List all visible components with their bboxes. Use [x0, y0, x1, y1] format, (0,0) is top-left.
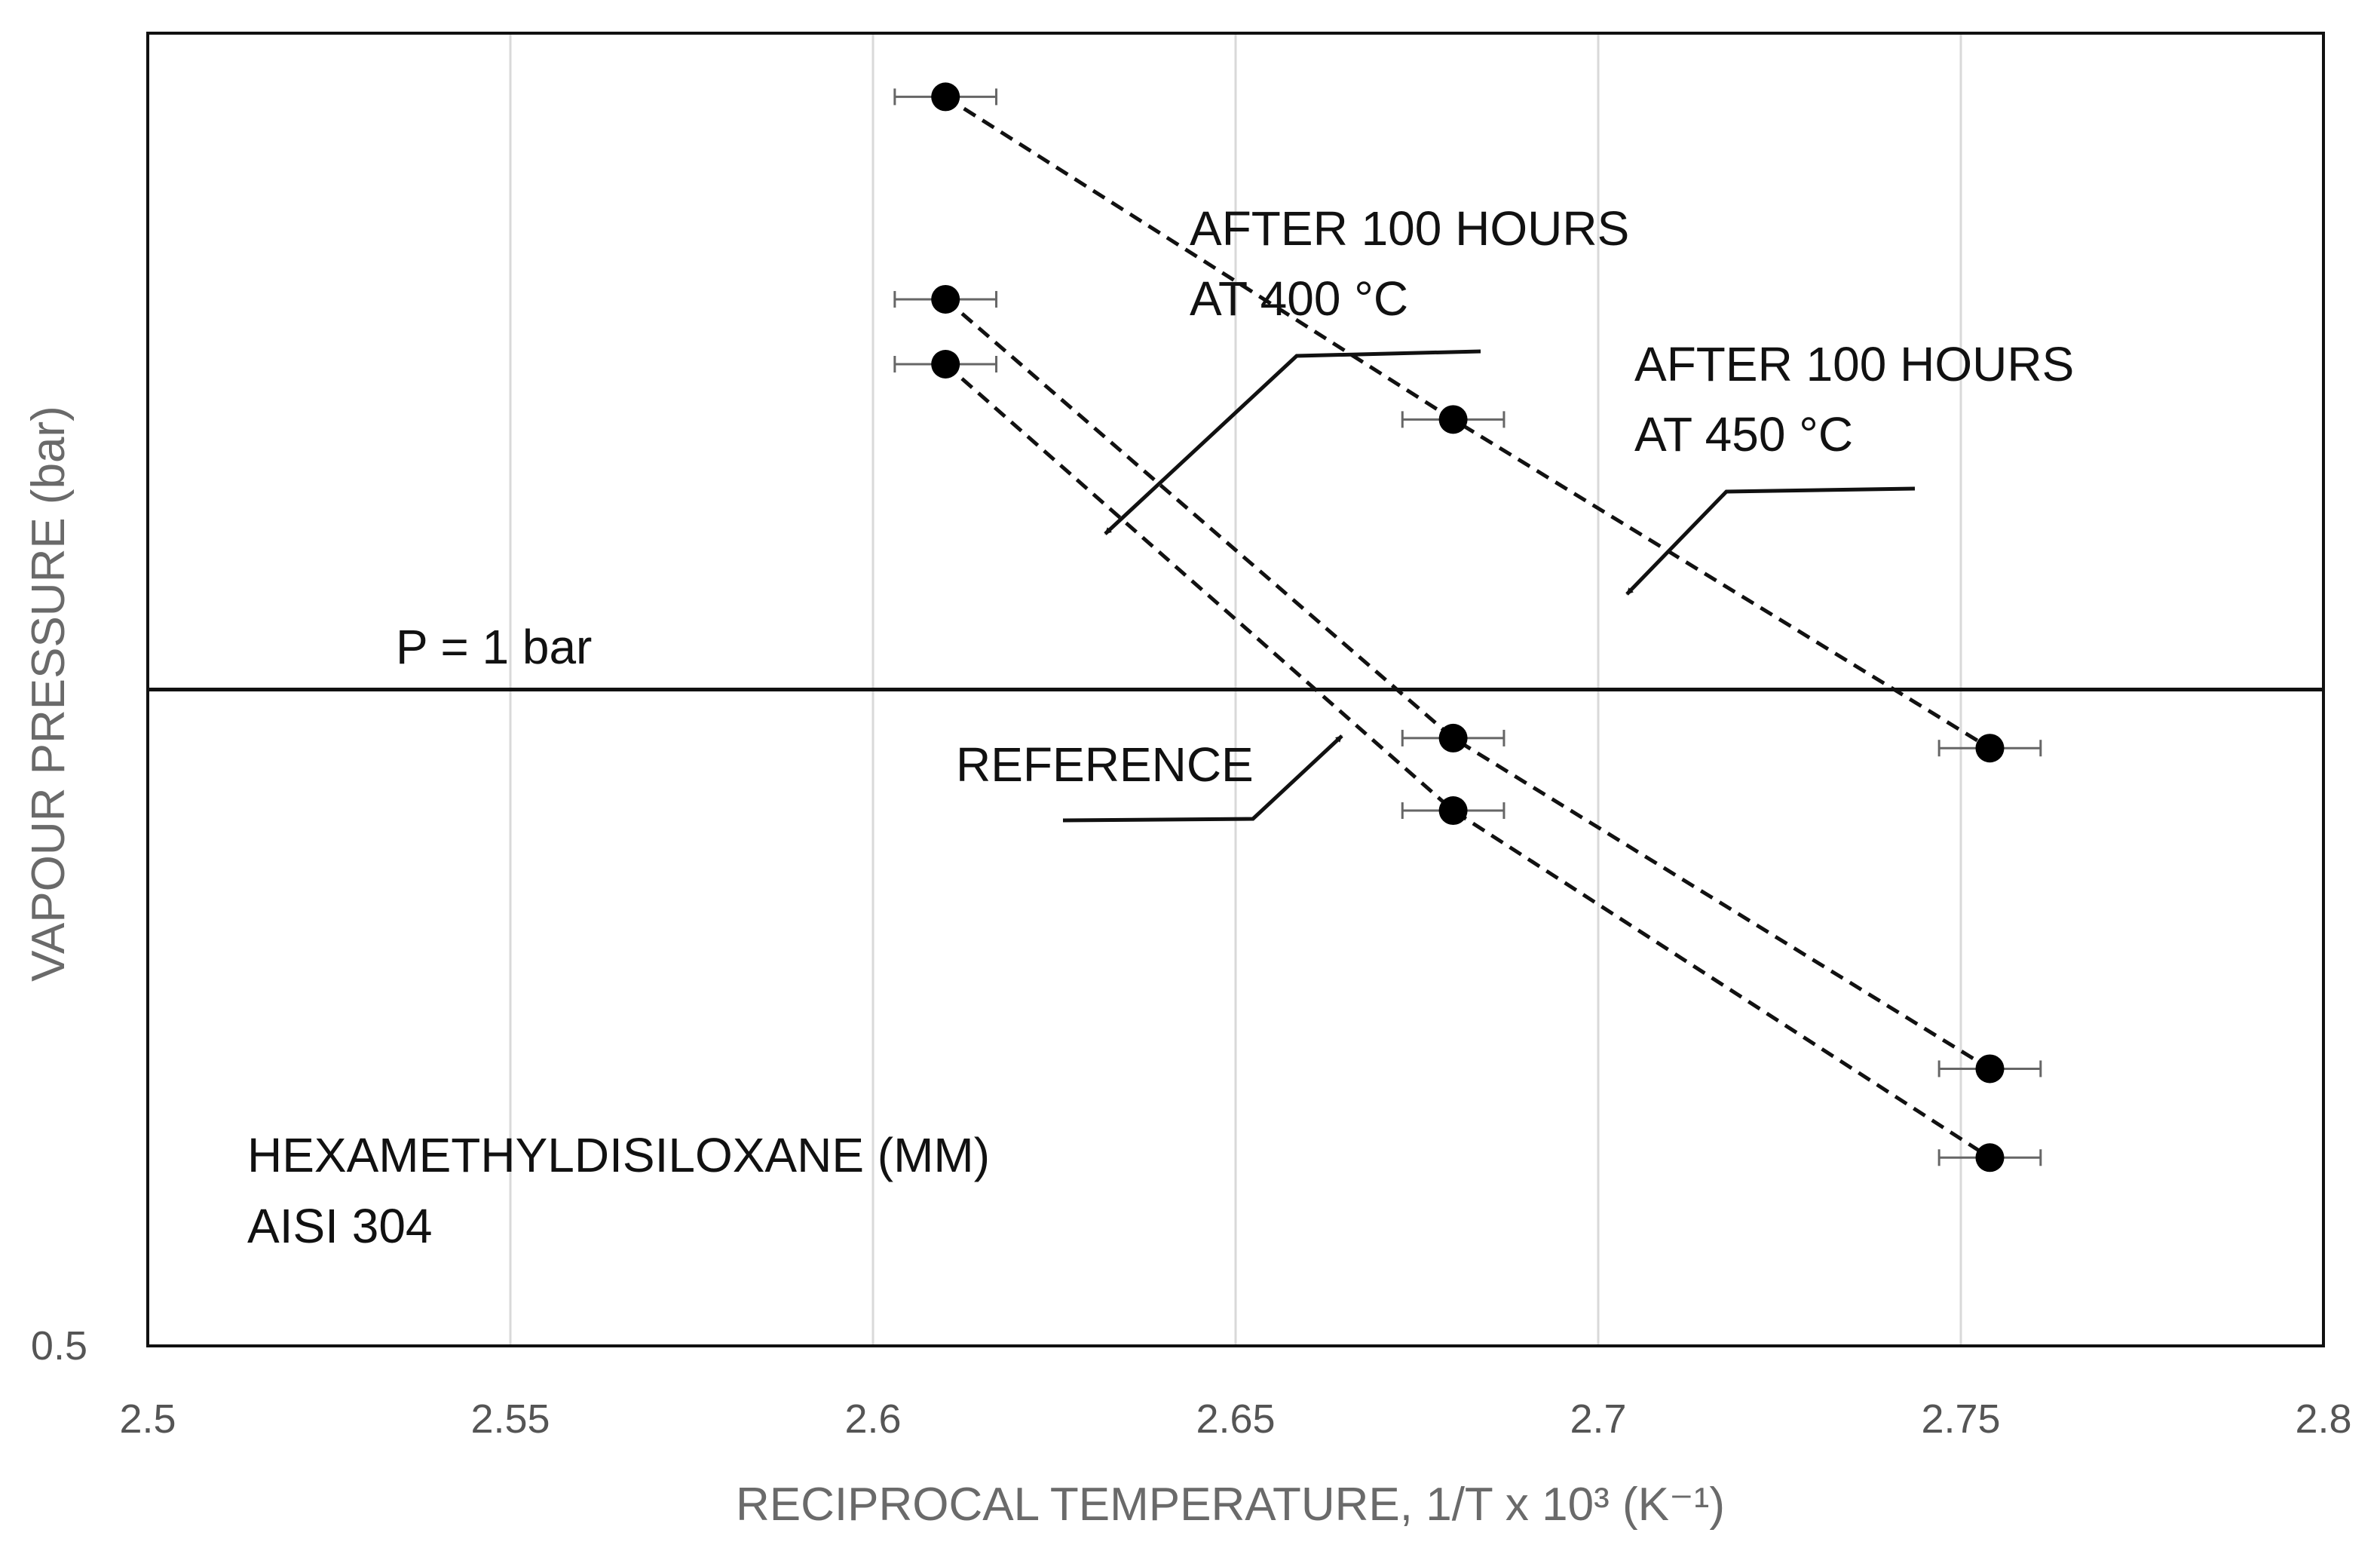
series-2: [893, 284, 2042, 1084]
data-point: [1975, 734, 2005, 763]
annotation-400-line2: AT 400 °C: [1190, 271, 1408, 326]
y-tick-label: 0.5: [31, 1323, 87, 1369]
data-point: [931, 82, 960, 112]
data-point: [1438, 796, 1468, 826]
annotation-reference-arrow: [1062, 734, 1343, 823]
x-axis-title: RECIPROCAL TEMPERATURE, 1/T x 10³ (K⁻¹): [736, 1479, 1725, 1531]
x-tick-label: 2.8: [2295, 1396, 2351, 1442]
annotation-reference: REFERENCE: [956, 734, 1343, 823]
annotation-400-arrow: [1104, 349, 1481, 535]
annotation-400-line1: AFTER 100 HOURS: [1190, 201, 1629, 256]
series-layer: [893, 82, 2042, 1172]
data-point: [931, 284, 960, 314]
y-tick-labels: 0.5: [31, 1323, 87, 1369]
series-dashed-line: [944, 298, 1991, 1071]
x-tick-label: 2.75: [1921, 1396, 2000, 1442]
y-axis-title: VAPOUR PRESSURE (bar): [23, 406, 75, 982]
data-point: [1438, 723, 1468, 753]
x-tick-labels: 2.5 2.55 2.6 2.65 2.7 2.75 2.8: [119, 1396, 2351, 1442]
annotation-450-arrow: [1625, 486, 1916, 596]
fluid-label: HEXAMETHYLDISILOXANE (MM): [247, 1128, 990, 1182]
data-point: [1975, 1143, 2005, 1172]
material-label: AISI 304: [247, 1199, 433, 1253]
annotation-450-line1: AFTER 100 HOURS: [1634, 337, 2074, 391]
annotation-450-line2: AT 450 °C: [1634, 407, 1853, 461]
data-point: [1975, 1054, 2005, 1084]
reference-line-label: P = 1 bar: [396, 620, 592, 674]
x-tick-label: 2.5: [119, 1396, 176, 1442]
annotation-reference-label: REFERENCE: [956, 737, 1254, 792]
x-tick-label: 2.55: [470, 1396, 550, 1442]
data-point: [931, 349, 960, 379]
x-tick-label: 2.7: [1570, 1396, 1626, 1442]
x-tick-label: 2.6: [844, 1396, 901, 1442]
series-3: [893, 349, 2042, 1172]
x-tick-label: 2.65: [1196, 1396, 1275, 1442]
series-dashed-line: [944, 363, 1991, 1160]
annotation-450: AFTER 100 HOURS AT 450 °C: [1625, 337, 2074, 596]
series-1: [893, 82, 2042, 763]
annotation-400: AFTER 100 HOURS AT 400 °C: [1104, 201, 1629, 535]
data-point: [1438, 405, 1468, 434]
